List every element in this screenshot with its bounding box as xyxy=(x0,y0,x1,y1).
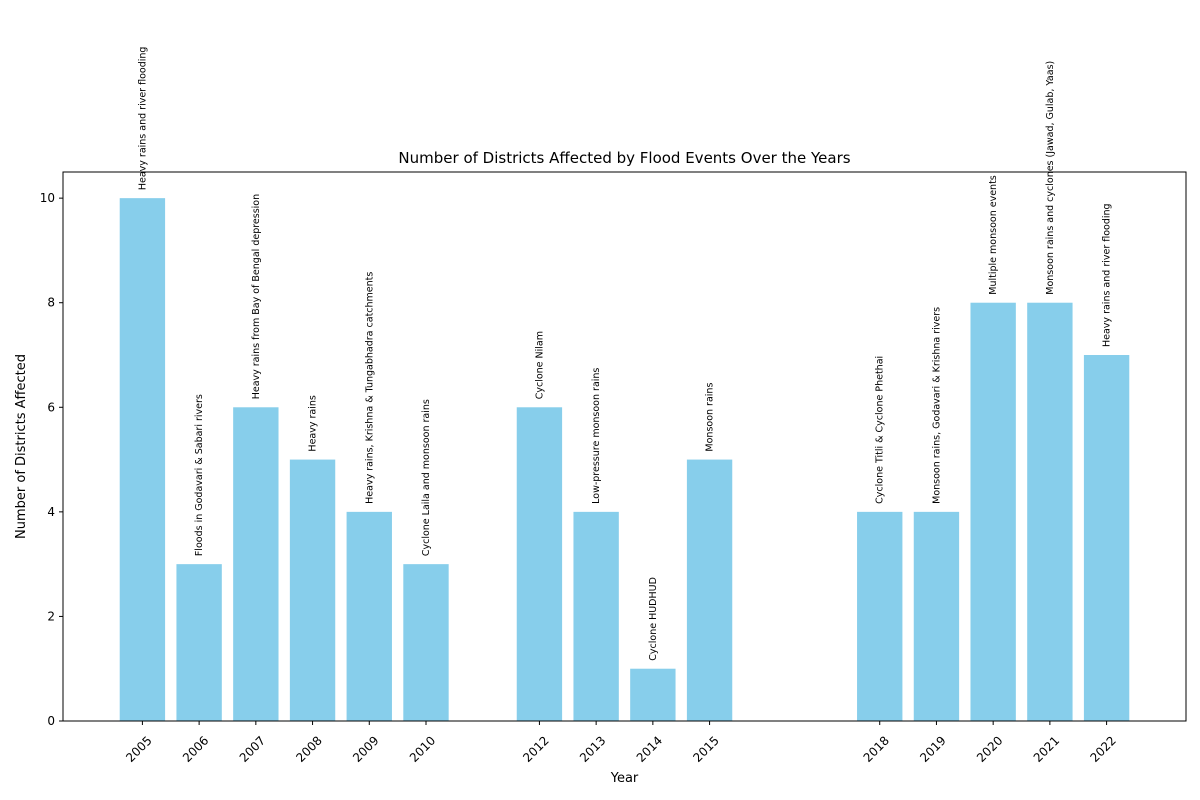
y-axis-label: Number of Districts Affected xyxy=(14,354,29,539)
x-tick-label: 2018 xyxy=(861,733,892,764)
x-axis-label: Year xyxy=(610,771,639,786)
x-tick-label: 2015 xyxy=(690,733,721,764)
bar-2006 xyxy=(176,564,222,721)
x-tick-label: 2014 xyxy=(634,733,665,764)
x-tick-label: 2020 xyxy=(974,733,1005,764)
bar-2015 xyxy=(686,459,733,721)
bar-annotation: Floods in Godavari & Sabari rivers xyxy=(194,394,205,556)
bar-annotation: Heavy rains and river flooding xyxy=(1102,203,1113,347)
x-tick-label: 2013 xyxy=(577,733,608,764)
bar-2009 xyxy=(346,511,392,721)
bar-2005 xyxy=(119,198,166,722)
bar-annotation: Cyclone Nilam xyxy=(534,331,545,399)
plot-frame xyxy=(62,171,1187,722)
x-tick-label: 2021 xyxy=(1031,733,1062,764)
bar-annotation: Heavy rains xyxy=(308,395,319,451)
x-tick-label: 2022 xyxy=(1087,733,1118,764)
bar-annotation: Heavy rains from Bay of Bengal depressio… xyxy=(251,194,262,399)
annotations-group: Heavy rains and river flooding Floods in … xyxy=(137,47,1112,661)
x-tick-label: 2009 xyxy=(350,733,381,764)
bar-2013 xyxy=(573,511,619,721)
x-tick-label: 2005 xyxy=(123,733,154,764)
bar-annotation: Low-pressure monsoon rains xyxy=(591,368,602,504)
bar-annotation: Cyclone Laila and monsoon rains xyxy=(421,399,432,556)
x-tick-label: 2006 xyxy=(180,733,211,764)
bar-annotation: Multiple monsoon events xyxy=(988,175,999,295)
y-tick-label: 6 xyxy=(47,400,55,414)
bar-2019 xyxy=(913,511,960,721)
x-tick-label: 2010 xyxy=(407,733,438,764)
y-tick-label: 10 xyxy=(40,191,55,205)
x-tick-label: 2019 xyxy=(917,733,948,764)
bar-2010 xyxy=(403,564,449,721)
bar-annotation: Monsoon rains xyxy=(705,383,716,452)
bar-2022 xyxy=(1083,355,1130,721)
y-tick-label: 0 xyxy=(47,714,55,728)
y-axis: 0 2 4 6 8 10 xyxy=(40,191,63,728)
bars-group xyxy=(119,198,1130,722)
x-axis: 2005 2006 2007 2008 2009 2010 2012 2013 2014 2015… xyxy=(123,721,1119,765)
bar-2018 xyxy=(857,511,903,721)
bar-annotation: Monsoon rains and cyclones (Jawad, Gulab… xyxy=(1045,61,1056,295)
bar-annotation: Monsoon rains, Godavari & Krishna rivers xyxy=(931,307,942,504)
bar-2012 xyxy=(516,407,563,721)
x-tick-label: 2012 xyxy=(520,733,551,764)
bar-2008 xyxy=(289,459,336,721)
bar-2021 xyxy=(1027,302,1073,721)
bar-2014 xyxy=(630,668,676,721)
y-tick-label: 8 xyxy=(47,296,55,310)
bar-annotation: Cyclone Titli & Cyclone Phethai xyxy=(875,356,886,504)
y-tick-label: 4 xyxy=(47,505,55,519)
y-tick-label: 2 xyxy=(47,609,55,623)
x-tick-label: 2008 xyxy=(293,733,324,764)
bar-2020 xyxy=(970,302,1016,721)
bar-annotation: Heavy rains, Krishna & Tungabhadra catch… xyxy=(364,272,375,504)
bar-2007 xyxy=(233,407,279,721)
chart-title: Number of Districts Affected by Flood Ev… xyxy=(398,149,850,167)
bar-annotation: Heavy rains and river flooding xyxy=(137,47,148,191)
bar-annotation: Cyclone HUDHUD xyxy=(648,577,659,661)
x-tick-label: 2007 xyxy=(237,733,268,764)
